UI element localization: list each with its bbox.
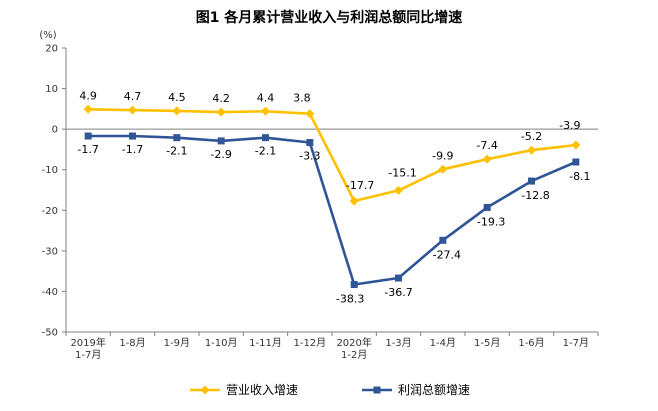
chart-title: 图1 各月累计营业收入与利润总额同比增速: [196, 9, 463, 26]
series-2-marker: [350, 281, 358, 289]
series-layer: [83, 104, 581, 289]
series-1-data-label: -7.4: [476, 139, 497, 152]
series-2-data-label: -1.7: [122, 143, 143, 156]
series-1-marker: [394, 185, 403, 195]
x-tick-label: 1-10月: [205, 337, 238, 349]
series-1-data-label: 4.2: [212, 92, 230, 105]
legend-item-1-marker: [200, 385, 210, 395]
series-2-data-label: -8.1: [569, 170, 590, 183]
series-1-data-label: 4.5: [168, 91, 186, 104]
x-tick-label: 1-7月: [563, 337, 589, 349]
series-2-marker: [395, 274, 402, 282]
legend-item-2-marker: [373, 386, 381, 394]
series-2-marker: [483, 203, 491, 211]
series-1-data-label: 4.7: [124, 90, 142, 103]
series-1-marker: [216, 107, 226, 117]
y-tick-label: -30: [42, 246, 58, 257]
series-line-2: [88, 134, 577, 286]
series-2-data-label: -2.9: [210, 148, 231, 161]
series-2-marker: [572, 158, 580, 166]
series-1-marker: [83, 104, 93, 114]
series-2-data-label: -3.3: [299, 150, 320, 163]
series-2-data-label: -2.1: [166, 145, 187, 158]
y-tick-label: -20: [42, 206, 58, 217]
x-tick-label: 1-8月: [119, 337, 145, 349]
series-1-data-label: -5.2: [521, 130, 542, 143]
x-tick-label: 1-5月: [474, 337, 500, 349]
y-tick-label: 0: [52, 125, 58, 136]
series-1-marker: [305, 109, 315, 119]
series-1-marker: [128, 105, 137, 115]
series-2-data-label: -2.1: [255, 145, 276, 158]
series-2-data-label: -27.4: [433, 248, 461, 261]
series-2-data-label: -1.7: [77, 143, 98, 156]
x-tick-label: 1-3月: [385, 337, 411, 349]
x-tick-label: 1-11月: [249, 337, 282, 349]
y-tick-label: 10: [45, 84, 58, 95]
y-tick-label: -40: [42, 287, 58, 298]
x-tick-label: 1-9月: [164, 337, 190, 349]
legend-item-2-label: 利润总额增速: [398, 383, 470, 397]
series-2-marker: [173, 134, 181, 142]
series-1-marker: [261, 106, 270, 116]
x-tick-label: 1-2月: [341, 349, 367, 361]
series-2-data-label: -19.3: [477, 215, 505, 228]
series-1-data-label: -15.1: [388, 166, 416, 179]
series-1-marker: [527, 145, 536, 155]
series-1-data-label: -9.9: [432, 149, 453, 162]
series-2-marker: [306, 139, 314, 147]
series-2-marker: [217, 137, 225, 145]
data-labels: 4.9 4.7 4.5 4.2 4.4 3.8 -17.7 -15.1 -9.9 -7.4 -5.2…: [77, 89, 590, 305]
legend-item-1-label: 营业收入增速: [226, 383, 298, 397]
x-tick-label: 1-7月: [75, 349, 101, 361]
x-tick-label: 1-4月: [430, 337, 456, 349]
series-1-marker: [172, 106, 182, 116]
series-1-data-label: 3.8: [293, 92, 311, 105]
series-1-data-label: -17.7: [346, 179, 374, 192]
y-tick-label: 20: [45, 44, 58, 55]
y-axis-unit: (%): [39, 30, 56, 41]
series-1-data-label: 4.4: [257, 91, 275, 104]
y-tick-label: -50: [42, 328, 58, 339]
x-tick-label: 2020年: [336, 336, 371, 349]
series-2-marker: [129, 132, 136, 140]
legend: 营业收入增速 利润总额增速: [190, 383, 470, 397]
series-1-data-label: 4.9: [79, 89, 97, 102]
x-tick-label: 2019年: [70, 336, 105, 349]
series-2-marker: [528, 177, 535, 185]
series-2-marker: [84, 132, 92, 140]
x-tick-label: 1-12月: [293, 337, 326, 349]
series-2-marker: [262, 134, 269, 142]
series-2-data-label: -36.7: [384, 286, 412, 299]
series-2-data-label: -12.8: [521, 189, 549, 202]
series-2-marker: [439, 236, 447, 244]
y-tick-label: -10: [42, 165, 58, 176]
series-1-data-label: -3.9: [559, 119, 580, 132]
x-tick-label: 1-6月: [518, 337, 544, 349]
series-1-marker: [571, 140, 581, 150]
series-line-1: [88, 108, 576, 203]
series-2-data-label: -38.3: [336, 293, 364, 306]
series-1-marker: [438, 164, 448, 174]
series-1-marker: [349, 196, 359, 206]
series-1-marker: [482, 154, 492, 164]
